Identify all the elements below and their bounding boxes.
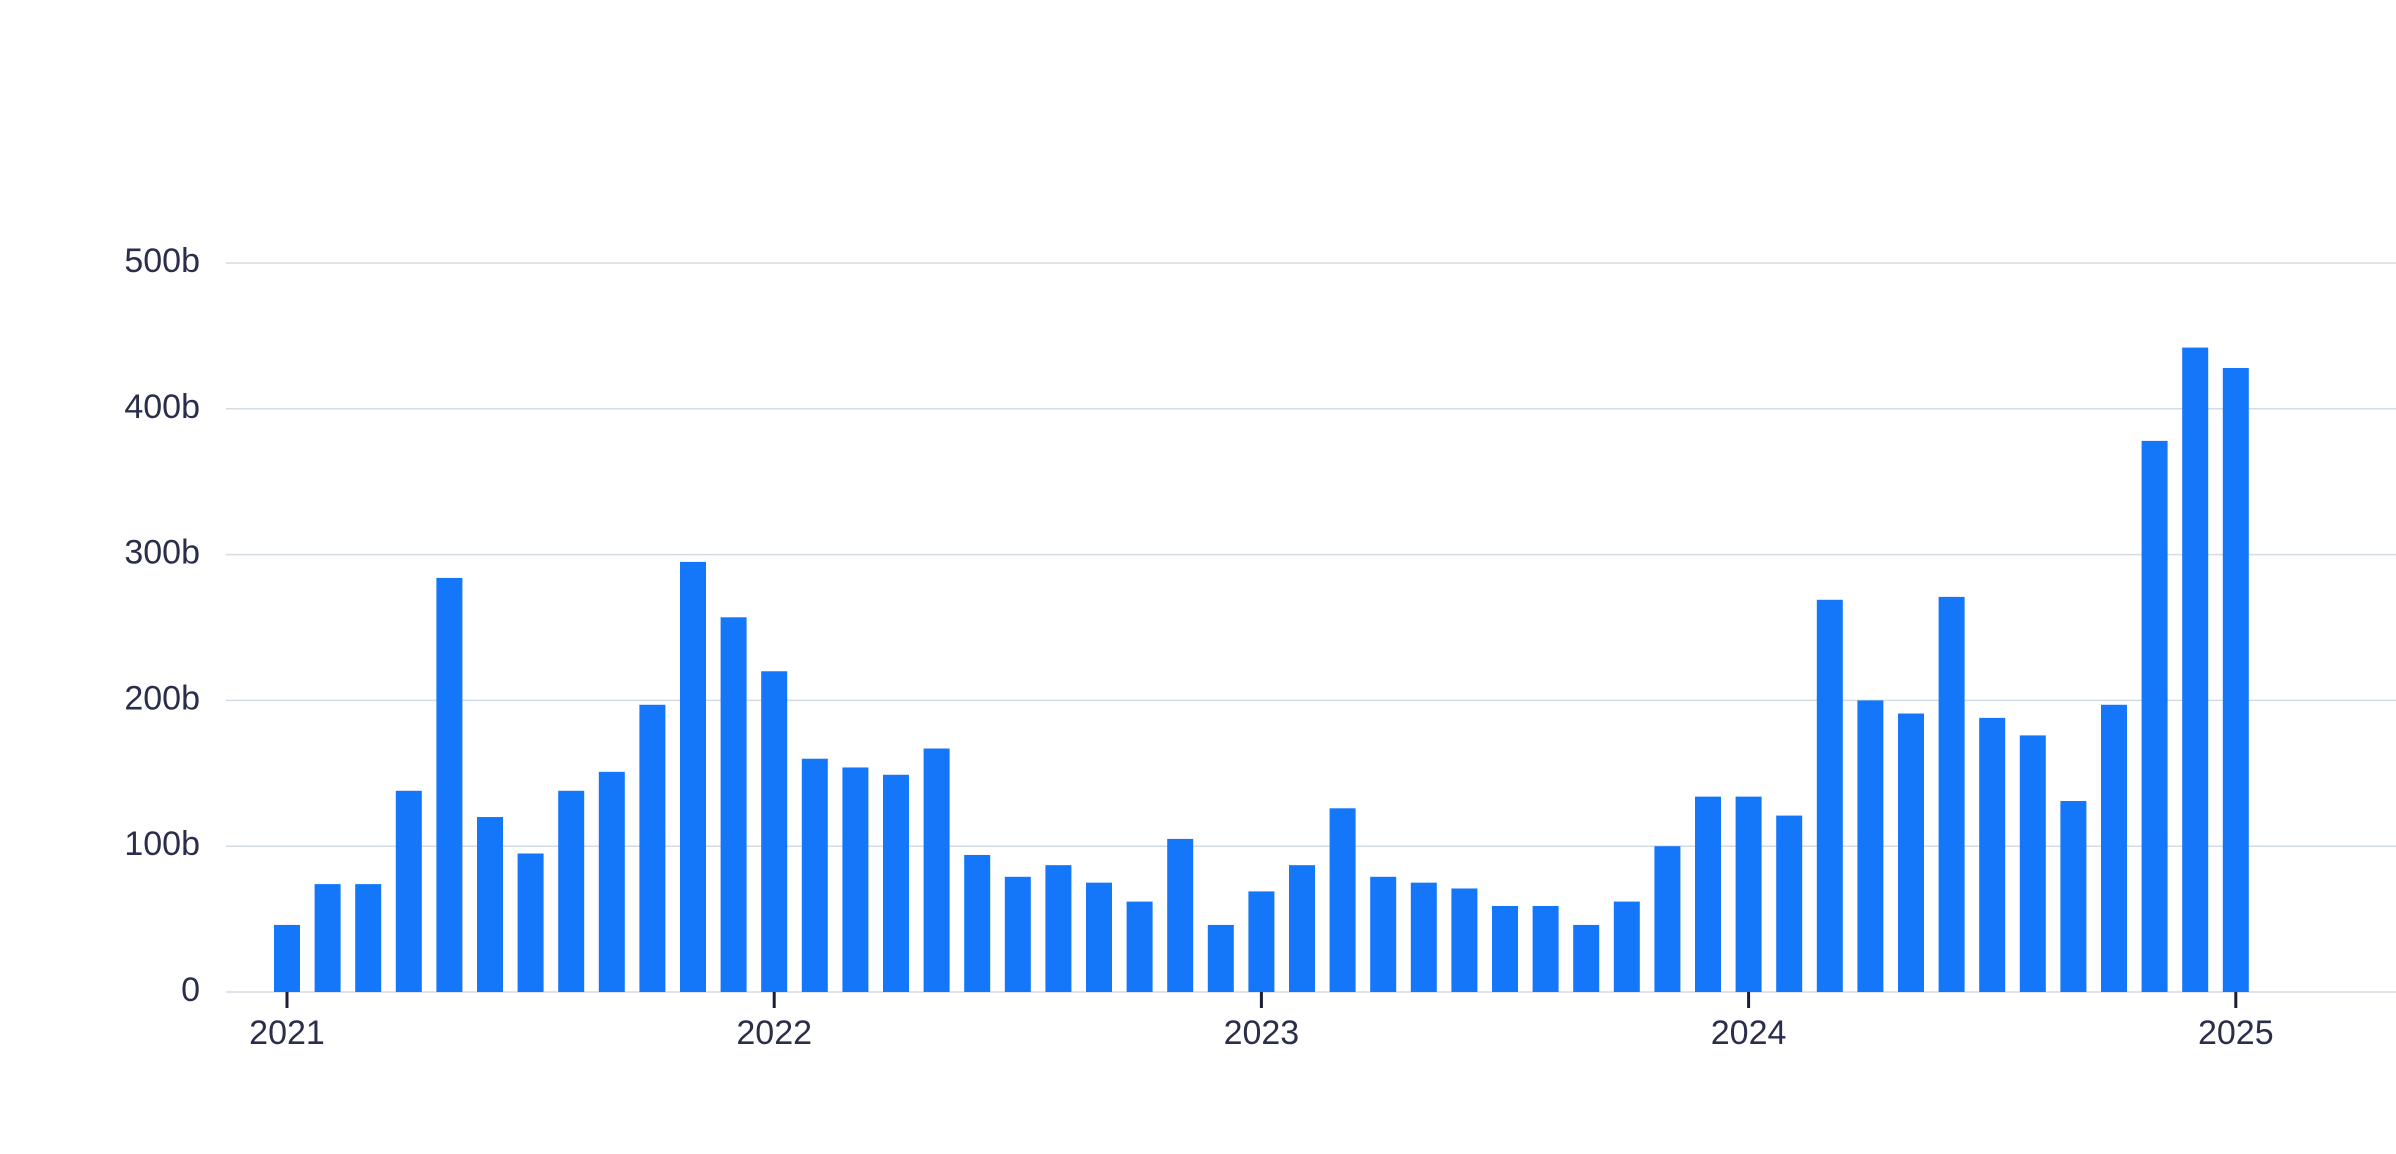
bar xyxy=(1938,596,1965,992)
bar xyxy=(2101,704,2127,992)
bar xyxy=(801,758,828,992)
bar xyxy=(1086,882,1112,992)
bar xyxy=(1857,700,1884,992)
bar xyxy=(883,774,909,992)
bar xyxy=(1451,888,1478,992)
bar xyxy=(436,577,463,992)
bar xyxy=(680,561,706,992)
bar xyxy=(2019,735,2046,992)
bar xyxy=(558,790,585,992)
bar xyxy=(923,748,950,992)
y-tick-label: 100b xyxy=(124,825,200,863)
bar xyxy=(395,790,422,992)
bar xyxy=(1532,905,1559,992)
bar xyxy=(964,854,991,992)
bar xyxy=(761,671,788,992)
x-tick-label: 2021 xyxy=(249,1014,325,1052)
bar xyxy=(1045,865,1072,992)
bar xyxy=(1289,865,1315,992)
bar xyxy=(2222,367,2249,992)
y-tick-label: 500b xyxy=(124,242,200,280)
bar xyxy=(1613,901,1640,992)
bar xyxy=(1979,717,2006,992)
x-tick-label: 2025 xyxy=(2198,1014,2274,1052)
bar xyxy=(1898,713,1924,992)
bar xyxy=(2141,440,2168,993)
bar xyxy=(1735,796,1762,992)
bar xyxy=(598,771,625,992)
bar xyxy=(1207,924,1234,992)
bar xyxy=(720,617,747,992)
bar xyxy=(274,924,300,992)
bar xyxy=(1573,924,1600,992)
bar xyxy=(314,884,341,992)
bar xyxy=(355,884,382,992)
bar xyxy=(1695,796,1721,992)
x-tick-label: 2024 xyxy=(1711,1014,1787,1052)
y-tick-label: 0 xyxy=(181,971,200,1009)
bar xyxy=(1776,815,1803,992)
bar xyxy=(1248,891,1275,992)
bar xyxy=(1329,808,1356,992)
x-tick-label: 2022 xyxy=(736,1014,812,1052)
x-tick-label: 2023 xyxy=(1224,1014,1300,1052)
bar xyxy=(1126,901,1153,992)
bar xyxy=(477,817,503,992)
bar xyxy=(1816,599,1843,992)
bar xyxy=(2182,347,2209,993)
bar xyxy=(1654,846,1681,992)
y-tick-label: 400b xyxy=(124,388,200,426)
bar xyxy=(639,704,666,992)
bar xyxy=(1492,905,1518,992)
bar xyxy=(1370,876,1397,992)
y-tick-label: 300b xyxy=(124,534,200,572)
bar xyxy=(1004,876,1031,992)
bar xyxy=(2060,801,2087,992)
bar xyxy=(1410,882,1437,992)
bar xyxy=(1167,838,1194,992)
y-tick-label: 200b xyxy=(124,679,200,717)
bar xyxy=(517,853,544,992)
bar xyxy=(842,767,869,992)
